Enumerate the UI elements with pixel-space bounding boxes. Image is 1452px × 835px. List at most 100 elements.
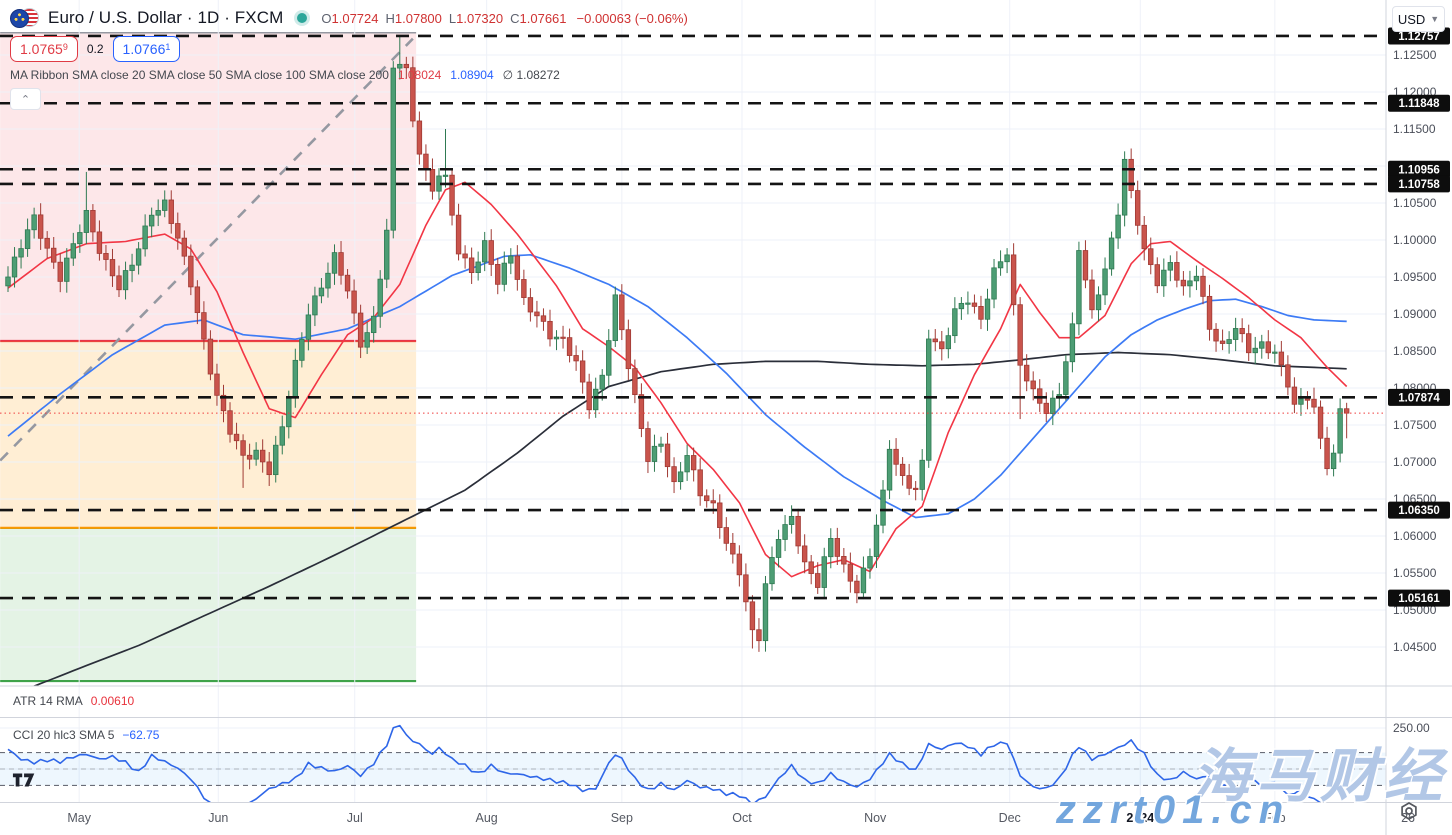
candle xyxy=(273,444,279,476)
buy-ask-button[interactable]: 1.0766 1 xyxy=(112,36,181,62)
candle xyxy=(1337,408,1343,454)
chevron-up-icon: ⌃ xyxy=(20,93,31,106)
sma20-value: 1.08024 xyxy=(397,68,442,82)
time-label[interactable]: 2024 xyxy=(1126,811,1154,825)
ohlc-values: O1.07724 H1.07800 L1.07320 C1.07661 xyxy=(321,11,566,26)
candle xyxy=(135,248,142,266)
candle xyxy=(612,294,618,342)
sma20-line[interactable] xyxy=(7,181,1348,578)
candle xyxy=(351,290,357,314)
time-label[interactable]: Feb xyxy=(1264,811,1286,825)
tradingview-logo[interactable] xyxy=(12,770,38,790)
candle xyxy=(508,255,514,264)
candle xyxy=(1226,339,1232,344)
time-label[interactable]: Aug xyxy=(476,811,498,825)
candle xyxy=(5,276,11,287)
candle xyxy=(83,210,90,233)
candle xyxy=(1043,402,1049,414)
candle xyxy=(44,237,50,249)
candle xyxy=(828,538,834,558)
time-label[interactable]: Jun xyxy=(208,811,228,825)
price-scale-currency-button[interactable]: USD ▼ xyxy=(1392,6,1445,32)
candle xyxy=(331,252,338,274)
market-status-dot[interactable] xyxy=(297,13,308,23)
sell-bid-button[interactable]: 1.0765 9 xyxy=(10,36,78,62)
candle xyxy=(370,315,377,334)
symbol-header: Euro / U.S. Dollar · 1D · FXCM O1.07724 … xyxy=(10,7,688,29)
candle xyxy=(305,314,312,340)
svg-text:1.07500: 1.07500 xyxy=(1393,418,1437,432)
candle xyxy=(18,248,24,258)
candle xyxy=(475,261,481,274)
candle xyxy=(514,255,521,280)
atr-legend[interactable]: ATR 14 RMA 0.00610 xyxy=(13,694,134,708)
scale-settings-icon[interactable] xyxy=(1399,801,1419,821)
watermark-text: 海马财经 xyxy=(1192,744,1449,809)
cci-value: −62.75 xyxy=(122,728,160,742)
price-scale[interactable]: 1.045001.050001.055001.060001.065001.070… xyxy=(1388,27,1450,776)
candle xyxy=(240,440,246,456)
level-badge: 1.05161 xyxy=(1388,589,1450,607)
candle xyxy=(978,305,984,320)
time-label[interactable]: Sep xyxy=(611,811,633,825)
candle xyxy=(756,629,762,642)
candle xyxy=(1272,351,1278,354)
collapse-legend-button[interactable]: ⌃ xyxy=(10,88,41,110)
ma-ribbon-legend[interactable]: MA Ribbon SMA close 20 SMA close 50 SMA … xyxy=(10,67,560,83)
time-label[interactable]: Nov xyxy=(864,811,887,825)
candle xyxy=(1180,279,1187,287)
candle xyxy=(1265,341,1271,354)
candle xyxy=(952,308,958,337)
time-label[interactable]: Oct xyxy=(732,811,752,825)
candle xyxy=(201,312,207,340)
candle xyxy=(899,463,906,476)
candle xyxy=(410,67,416,122)
candle xyxy=(1193,275,1200,282)
candle xyxy=(103,253,109,260)
time-label[interactable]: May xyxy=(67,811,91,825)
candle xyxy=(795,515,801,547)
candle xyxy=(1102,268,1108,296)
candle xyxy=(70,243,76,259)
candle xyxy=(1291,386,1298,405)
atr-value: 0.00610 xyxy=(90,694,135,708)
symbol-title[interactable]: Euro / U.S. Dollar · 1D · FXCM xyxy=(48,8,284,27)
ma-ribbon-label: MA Ribbon SMA close 20 SMA close 50 SMA … xyxy=(10,68,389,82)
low-label: L xyxy=(448,10,457,26)
time-label[interactable]: Jul xyxy=(347,811,363,825)
candle xyxy=(90,210,96,233)
candle xyxy=(175,223,181,239)
candle xyxy=(579,360,586,383)
candle xyxy=(926,338,932,461)
time-scale[interactable]: May Jun Jul Aug Sep Oct Nov Dec 2024 Feb 26 xyxy=(67,811,1415,825)
candle xyxy=(1134,190,1141,226)
candle xyxy=(1004,254,1010,263)
candle xyxy=(1317,406,1324,439)
candle xyxy=(1232,328,1239,340)
candle xyxy=(1219,340,1226,344)
candle xyxy=(266,461,272,476)
eu-flag-icon xyxy=(10,9,29,28)
candle xyxy=(364,332,370,348)
svg-text:1.05161: 1.05161 xyxy=(1398,593,1440,605)
candle xyxy=(318,287,325,297)
candle xyxy=(1174,262,1180,281)
candle xyxy=(214,373,220,396)
cci-legend[interactable]: CCI 20 hlc3 SMA 5 −62.75 xyxy=(13,728,159,742)
open-value: 1.07724 xyxy=(331,10,379,26)
sma100-line[interactable] xyxy=(7,253,1347,519)
candle xyxy=(1154,264,1160,287)
svg-text:1.10956: 1.10956 xyxy=(1398,164,1440,176)
candle xyxy=(1141,224,1147,250)
candle xyxy=(1023,364,1030,382)
candle xyxy=(801,545,808,563)
time-label[interactable]: Dec xyxy=(999,811,1021,825)
candle xyxy=(521,279,527,298)
candle xyxy=(1252,347,1258,354)
candle xyxy=(312,295,318,316)
svg-text:1.05500: 1.05500 xyxy=(1393,566,1437,580)
candle xyxy=(971,302,978,307)
candle xyxy=(168,199,174,224)
